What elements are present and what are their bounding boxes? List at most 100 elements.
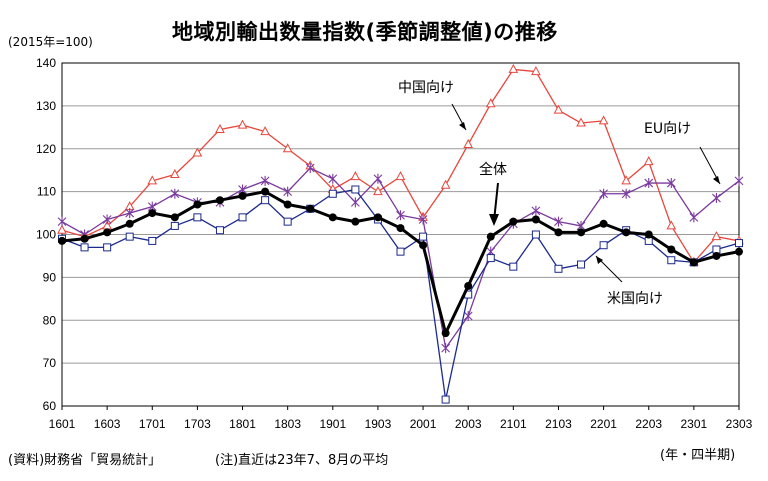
data-point <box>260 175 270 186</box>
data-point <box>102 214 112 225</box>
x-tick-label: 1703 <box>184 417 211 431</box>
data-point <box>440 179 451 189</box>
data-point <box>644 178 654 189</box>
y-tick-label: 140 <box>36 56 56 70</box>
x-tick-label: 1701 <box>139 417 166 431</box>
data-point <box>554 264 563 273</box>
data-point <box>169 168 180 178</box>
y-tick-label: 120 <box>36 142 56 156</box>
y-tick-label: 60 <box>43 399 57 413</box>
data-point <box>350 171 361 181</box>
data-point <box>328 173 338 184</box>
base-note: (2015年=100) <box>8 35 93 49</box>
data-point <box>260 126 270 136</box>
x-tick-label: 1603 <box>94 417 121 431</box>
data-point <box>599 241 608 250</box>
data-point <box>419 232 428 241</box>
data-point <box>58 236 66 245</box>
x-tick-label: 1601 <box>49 417 76 431</box>
y-tick-label: 130 <box>36 99 56 113</box>
data-point <box>418 214 428 225</box>
data-point <box>463 138 474 148</box>
data-point <box>306 204 315 213</box>
data-point <box>351 185 360 194</box>
data-point <box>305 163 315 174</box>
data-point <box>531 205 541 216</box>
data-point <box>148 209 157 218</box>
data-point <box>599 188 608 199</box>
x-tick-label: 2101 <box>500 417 527 431</box>
arrow-us-head <box>596 256 603 264</box>
data-point <box>531 230 540 239</box>
data-point <box>598 115 609 125</box>
x-tick-label: 2103 <box>545 417 572 431</box>
data-point <box>103 243 112 252</box>
data-point <box>599 219 608 228</box>
series-line <box>61 167 740 349</box>
data-point <box>238 213 247 222</box>
data-point <box>667 245 676 254</box>
data-point <box>509 217 518 226</box>
data-point <box>576 117 586 127</box>
arrow-eu-head <box>713 176 720 184</box>
data-point <box>193 213 202 222</box>
data-point <box>464 281 473 290</box>
data-point <box>283 217 292 226</box>
data-point <box>125 219 134 228</box>
x-tick-label: 2303 <box>726 417 753 431</box>
data-point <box>103 228 112 237</box>
series-1 <box>57 163 744 354</box>
data-point <box>237 119 248 129</box>
data-point <box>463 310 473 321</box>
data-point <box>711 231 722 241</box>
data-point <box>508 63 519 73</box>
data-point <box>486 254 495 263</box>
data-point <box>531 215 540 224</box>
data-point <box>373 213 382 222</box>
x-tick-label: 1901 <box>319 417 346 431</box>
data-point <box>351 217 360 226</box>
data-point <box>238 191 247 200</box>
data-point <box>622 228 631 237</box>
series-layer <box>57 63 744 404</box>
x-tick-label: 2301 <box>681 417 708 431</box>
data-point <box>261 187 270 196</box>
data-point <box>193 200 202 209</box>
data-point <box>735 239 743 248</box>
data-point <box>170 221 179 230</box>
data-point <box>373 173 383 184</box>
series-label-total: 全体 <box>479 161 507 178</box>
data-point <box>80 234 89 243</box>
data-point <box>554 228 563 237</box>
data-point <box>192 147 203 157</box>
x-tick-label: 1803 <box>274 417 301 431</box>
footnote: (注)直近は23年7、8月の平均 <box>215 453 389 468</box>
data-point <box>396 210 405 221</box>
y-tick-label: 100 <box>36 228 56 242</box>
data-point <box>577 228 586 237</box>
data-point <box>328 213 337 222</box>
data-point <box>712 193 721 204</box>
x-tick-label: 2203 <box>635 417 662 431</box>
y-tick-label: 110 <box>37 185 56 199</box>
data-point <box>283 186 293 197</box>
y-tick-label: 70 <box>43 356 57 370</box>
series-label-us: 米国向け <box>607 291 663 307</box>
data-point <box>170 188 180 199</box>
data-point <box>735 247 743 256</box>
x-tick-label: 2001 <box>410 417 437 431</box>
data-point <box>328 189 337 198</box>
annotation-layer: 中国向け EU向け 米国向け 全体 <box>398 80 721 307</box>
data-point <box>282 143 293 153</box>
data-point <box>667 256 676 265</box>
data-point <box>712 251 721 260</box>
data-point <box>644 230 653 239</box>
data-point <box>554 216 563 227</box>
series-label-eu: EU向け <box>644 121 691 137</box>
data-point <box>125 208 135 219</box>
y-axis-ticks: 60 70 80 90 100 110 120 130 140 <box>36 56 56 413</box>
series-label-china: 中国向け <box>398 80 454 96</box>
data-point <box>643 156 654 166</box>
series-0 <box>57 63 744 266</box>
data-point <box>485 98 496 108</box>
